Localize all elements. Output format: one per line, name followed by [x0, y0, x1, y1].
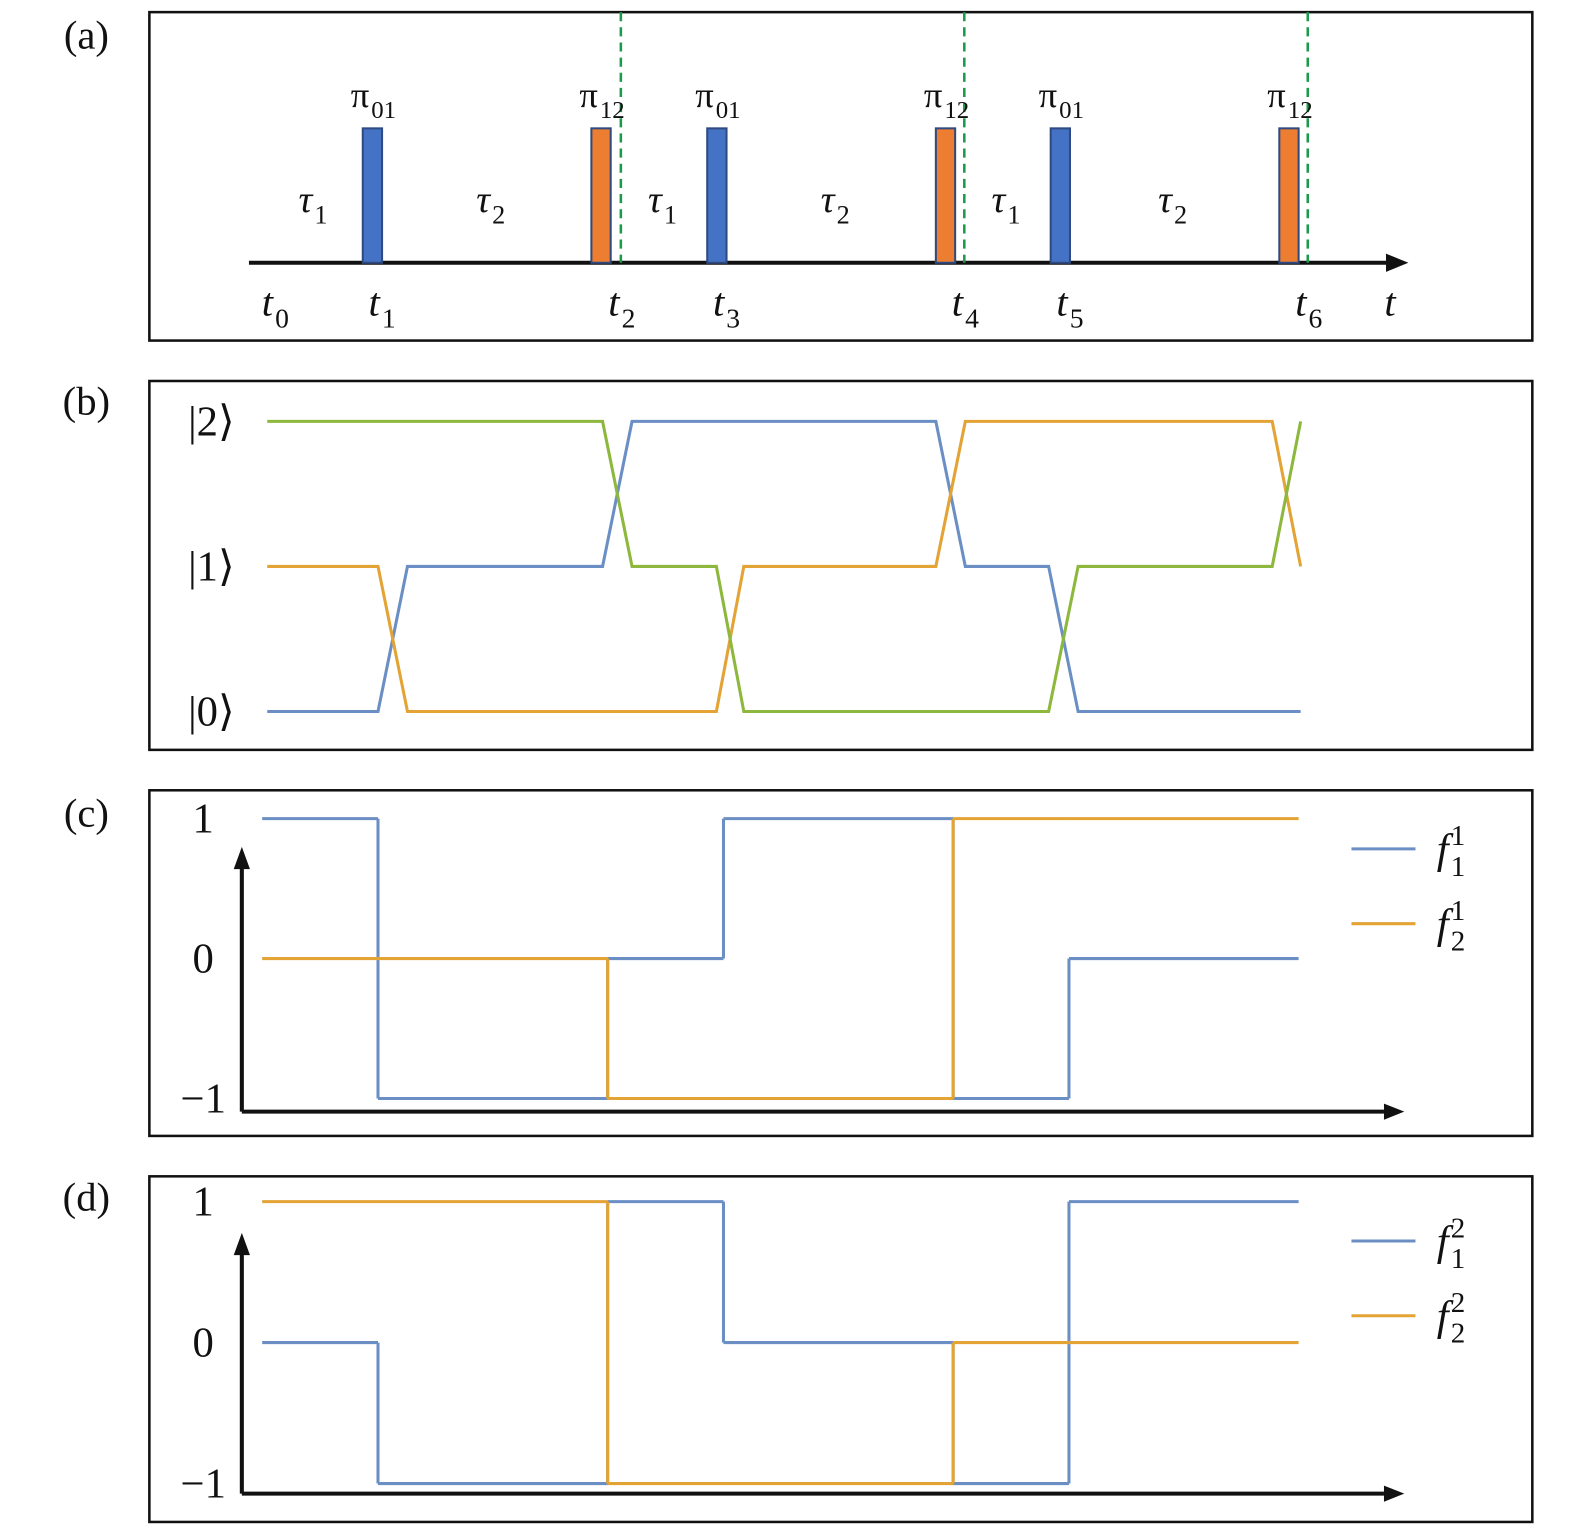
state-trace [267, 419, 1303, 713]
time-label: t [608, 279, 621, 324]
time-label: t [1384, 279, 1397, 324]
interval-label-sub: 1 [314, 201, 327, 230]
legend-label-sup: 1 [1451, 895, 1466, 927]
interval-label: τ [1158, 179, 1173, 221]
y-tick-label: 0 [193, 936, 214, 983]
panel-label: (d) [63, 1175, 110, 1220]
pulse-label: π [1039, 74, 1057, 115]
y-tick-label: |2⟩ [188, 399, 235, 446]
legend-label-sub: 1 [1451, 851, 1466, 883]
y-tick-label: −1 [181, 1076, 226, 1123]
time-label-sub: 3 [726, 303, 740, 334]
pulse-label-sub: 01 [371, 97, 396, 124]
time-label: t [1056, 279, 1069, 324]
pulse-label: π [695, 74, 713, 115]
pulse-label-sub: 12 [600, 97, 625, 124]
legend-label-sub: 2 [1451, 926, 1466, 958]
interval-label: τ [991, 179, 1006, 221]
pulse [934, 127, 957, 264]
panel-frame [148, 789, 1534, 1138]
state-trace [267, 419, 1303, 713]
pulse [590, 127, 612, 264]
interval-label: τ [648, 179, 663, 221]
time-label-sub: 0 [275, 303, 289, 334]
pulse-label: π [351, 74, 369, 115]
legend-label-sup: 2 [1451, 1212, 1466, 1244]
panel-label: (a) [64, 13, 109, 58]
time-label: t [713, 279, 726, 324]
pulse-label: π [924, 74, 942, 115]
pulse [706, 127, 728, 264]
y-tick-label: 0 [193, 1320, 214, 1367]
interval-label-sub: 2 [492, 201, 505, 230]
legend-label-sup: 1 [1451, 820, 1466, 852]
time-label-sub: 1 [382, 303, 396, 334]
interval-label-sub: 1 [664, 201, 677, 230]
y-tick-label: 1 [193, 796, 214, 843]
panel-label: (c) [64, 791, 109, 836]
axis-arrow [1383, 1103, 1405, 1120]
time-label: t [262, 279, 275, 324]
pulse-label-sub: 12 [944, 97, 969, 124]
time-label: t [1295, 279, 1308, 324]
pulse-label-sub: 01 [1059, 97, 1084, 124]
time-label-sub: 6 [1309, 303, 1323, 334]
interval-label: τ [476, 179, 491, 221]
pulse [1049, 127, 1071, 264]
legend-label-sub: 2 [1451, 1318, 1466, 1350]
pulse-label: π [1267, 74, 1285, 115]
panel-frame [148, 1175, 1534, 1524]
interval-label-sub: 2 [837, 201, 850, 230]
interval-label-sub: 2 [1174, 201, 1187, 230]
pulse-label-sub: 01 [716, 97, 741, 124]
axis-arrow [1386, 253, 1409, 272]
pulse [361, 127, 384, 264]
y-tick-label: −1 [181, 1461, 226, 1508]
pulse [1278, 127, 1300, 264]
y-tick-label: 1 [193, 1179, 214, 1226]
time-label: t [368, 279, 381, 324]
interval-label: τ [821, 179, 836, 221]
axis-arrow [233, 846, 250, 870]
time-label-sub: 4 [965, 303, 979, 334]
axis-arrow [1383, 1485, 1405, 1502]
y-tick-label: |1⟩ [188, 544, 235, 591]
time-label: t [952, 279, 965, 324]
time-label-sub: 2 [622, 303, 636, 334]
legend-label-sub: 1 [1451, 1243, 1466, 1275]
interval-label: τ [298, 179, 313, 221]
interval-label-sub: 1 [1007, 201, 1020, 230]
legend-label-sup: 2 [1451, 1287, 1466, 1319]
pulse-label-sub: 12 [1288, 97, 1313, 124]
panel-frame [148, 10, 1534, 342]
panel-frame [148, 379, 1534, 752]
panel-label: (b) [63, 378, 110, 423]
y-tick-label: |0⟩ [188, 689, 235, 736]
pulse-label: π [579, 74, 597, 115]
state-trace [267, 419, 1301, 713]
axis-arrow [233, 1232, 250, 1256]
time-label-sub: 5 [1070, 303, 1084, 334]
